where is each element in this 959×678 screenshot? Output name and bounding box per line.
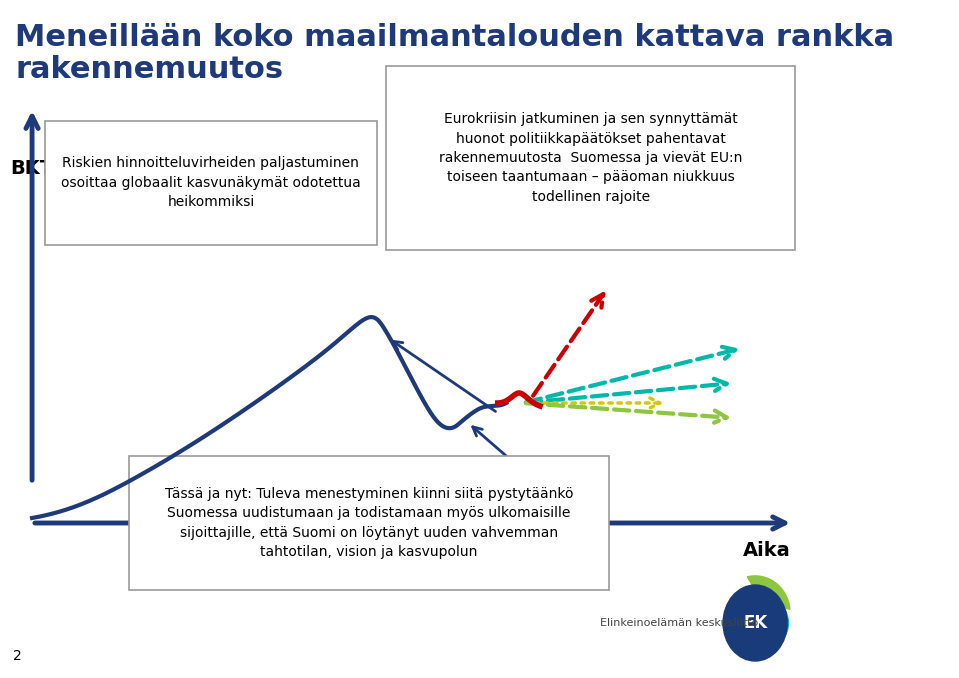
FancyBboxPatch shape (45, 121, 377, 245)
Text: EK: EK (743, 614, 767, 632)
Circle shape (723, 585, 787, 661)
Text: Eurokriisin jatkuminen ja sen synnyttämät
huonot politiikkapäätökset pahentavat
: Eurokriisin jatkuminen ja sen synnyttämä… (439, 112, 742, 204)
Polygon shape (747, 576, 790, 610)
Text: Elinkeinoelämän keskusliitto: Elinkeinoelämän keskusliitto (600, 618, 759, 628)
Text: Tässä ja nyt: Tuleva menestyminen kiinni siitä pystytäänkö
Suomessa uudistumaan : Tässä ja nyt: Tuleva menestyminen kiinni… (165, 487, 573, 559)
Text: Riskien hinnoitteluvirheiden paljastuminen
osoittaa globaalit kasvunäkymät odote: Riskien hinnoitteluvirheiden paljastumin… (61, 157, 361, 210)
FancyBboxPatch shape (386, 66, 795, 250)
Text: Meneillään koko maailmantalouden kattava rankka
rakennemuutos: Meneillään koko maailmantalouden kattava… (15, 23, 895, 85)
Text: BKT: BKT (11, 159, 54, 178)
Text: 2: 2 (12, 649, 21, 663)
FancyBboxPatch shape (129, 456, 609, 590)
Polygon shape (768, 597, 788, 636)
Text: Aika: Aika (743, 540, 790, 559)
